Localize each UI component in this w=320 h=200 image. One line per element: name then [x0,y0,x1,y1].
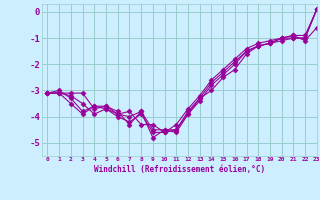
X-axis label: Windchill (Refroidissement éolien,°C): Windchill (Refroidissement éolien,°C) [94,165,265,174]
